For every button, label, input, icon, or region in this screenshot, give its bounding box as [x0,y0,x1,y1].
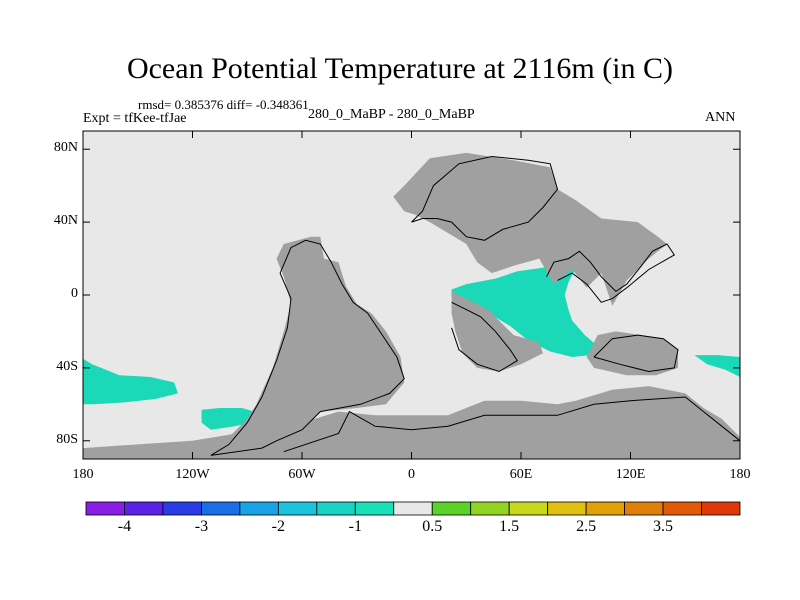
colorbar-swatch [201,501,241,516]
colorbar-swatch [547,501,587,516]
x-tick-label: 180 [72,467,94,482]
land-mask [83,386,740,459]
coastline [210,239,405,456]
colorbar-tick-label: 0.5 [422,518,443,535]
coastline [451,301,519,373]
coastline [411,155,559,241]
y-tick-label: 40N [53,213,78,229]
x-tick-label: 180 [729,467,751,482]
colorbar-swatch [662,501,702,516]
y-tick-label: 40S [56,358,78,374]
coastline [283,396,741,453]
land-mask [586,331,678,376]
colorbar-swatch [508,501,549,516]
colorbar-tick-label: 2.5 [576,518,597,535]
colorbar-swatch [277,501,318,516]
y-tick-label: 80S [56,431,78,447]
colorbar-swatch [585,501,625,516]
anomaly-region [694,355,740,377]
colorbar-swatch [162,501,202,516]
y-tick-label: 80N [53,140,78,156]
colorbar-swatch [124,501,164,516]
x-tick-label: 120E [615,467,646,482]
colorbar-tick-label: 1.5 [499,518,520,535]
coastline [546,243,676,303]
chart-title: Ocean Potential Temperature at 2116m (in… [126,52,674,85]
colorbar-swatch [470,501,510,516]
coastline [593,334,679,373]
x-tick-label: 120W [175,467,210,482]
land-mask [393,152,667,306]
x-tick-label: 0 [408,467,415,482]
colorbar-tick-label: 3.5 [653,518,674,535]
y-tick-label: 0 [71,286,78,301]
colorbar-swatch [239,501,279,516]
x-tick-label: 60E [509,467,533,482]
anomaly-region [83,358,178,405]
colorbar-swatch [354,501,395,516]
colorbar-tick-label: -2 [271,518,285,535]
colorbar-swatch [701,501,741,516]
anomaly-region [201,408,255,430]
colorbar-swatch [85,501,125,516]
colorbar-swatch [393,501,433,516]
experiment-label: Expt = tfKee-tfJae [83,111,187,126]
x-tick-label: 60W [288,467,316,482]
colorbar-swatch [431,501,472,516]
case-label: 280_0_MaBP - 280_0_MaBP [308,107,475,122]
colorbar-tick-label: -1 [348,518,362,535]
colorbar-swatch [316,501,356,516]
colorbar-tick-label: -4 [117,518,132,535]
land-mask [210,236,405,456]
colorbar-tick-label: -3 [194,518,209,535]
anomaly-region [451,258,598,357]
colorbar-swatch [624,501,664,516]
land-mask [451,291,543,372]
stats-line: rmsd= 0.385376 diff= -0.348361 [138,97,309,112]
season-label: ANN [705,110,736,125]
